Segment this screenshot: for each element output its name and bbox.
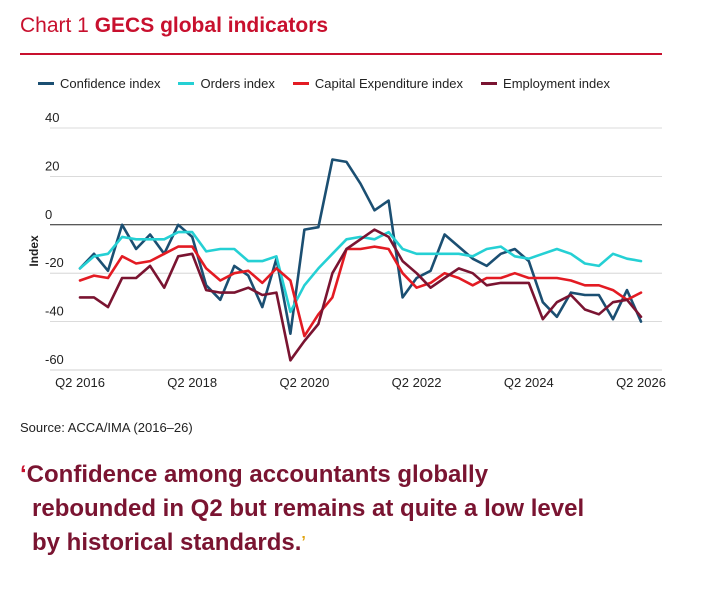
quote-text-3: by historical standards. <box>32 529 302 556</box>
legend-swatch-employment <box>481 82 498 85</box>
x-tick-label: Q2 2024 <box>504 375 554 390</box>
series-line-employment <box>78 228 643 362</box>
series-line-confidence <box>78 158 643 336</box>
legend-label-employment: Employment index <box>503 76 610 91</box>
x-tick-label: Q2 2018 <box>167 375 217 390</box>
quote-line-2: rebounded in Q2 but remains at quite a l… <box>32 495 585 522</box>
quote-close-mark: ’ <box>301 534 306 551</box>
legend-swatch-capex <box>292 82 309 85</box>
quote-line-3: by historical standards.’ <box>20 526 680 560</box>
x-tick-label: Q2 2026 <box>616 375 666 390</box>
legend-item-capex: Capital Expenditure index <box>292 76 464 91</box>
y-tick-label: -40 <box>45 304 64 319</box>
y-tick-label: 40 <box>45 110 59 125</box>
quote-text-1: Confidence among accountants globally <box>26 461 489 488</box>
legend-item-employment: Employment index <box>481 76 610 91</box>
series-line-orders <box>78 230 643 314</box>
legend-label-capex: Capital Expenditure index <box>314 76 464 91</box>
y-axis-label: Index <box>27 235 41 267</box>
x-tick-label: Q2 2020 <box>279 375 329 390</box>
legend-item-orders: Orders index <box>178 76 275 91</box>
pull-quote: ‘Confidence among accountants globally r… <box>20 458 680 560</box>
legend-label-orders: Orders index <box>200 76 275 91</box>
y-tick-label: -60 <box>45 352 64 367</box>
legend-label-confidence: Confidence index <box>60 76 161 91</box>
chart-number: Chart 1 <box>20 14 89 37</box>
x-tick-label: Q2 2016 <box>55 375 105 390</box>
legend-swatch-orders <box>178 82 195 85</box>
series-line-capex <box>78 245 643 338</box>
legend-item-confidence: Confidence index <box>38 76 160 91</box>
source-note: Source: ACCA/IMA (2016–26) <box>20 420 193 435</box>
quote-open-mark: ‘ <box>20 461 27 488</box>
y-tick-label: -20 <box>45 255 64 270</box>
quote-line-1: ‘Confidence among accountants globally <box>20 458 680 492</box>
title-rule <box>20 53 662 55</box>
chart-title: Chart 1 GECS global indicators <box>20 14 328 38</box>
legend-swatch-confidence <box>38 82 54 85</box>
chart-legend: Confidence index Orders index Capital Ex… <box>38 76 610 91</box>
y-tick-label: 0 <box>45 207 52 222</box>
x-tick-label: Q2 2022 <box>392 375 442 390</box>
y-tick-label: 20 <box>45 158 59 173</box>
chart-heading: GECS global indicators <box>94 14 329 37</box>
line-chart: 40 20 0 -20 -40 -60 Index Q2 2016 Q2 2018 Q2 2020… <box>27 110 666 390</box>
